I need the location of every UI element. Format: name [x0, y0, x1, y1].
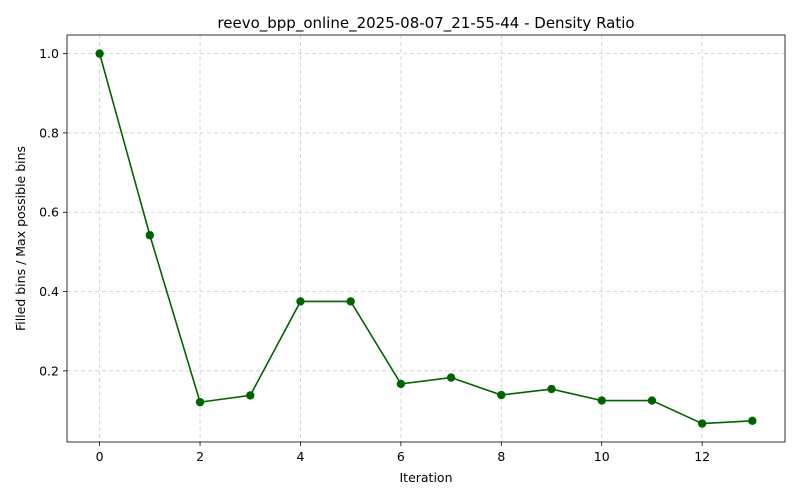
x-tick-label: 6 [397, 449, 405, 464]
data-point [396, 379, 406, 389]
x-axis: 0 2 4 6 8 10 12 [96, 442, 710, 464]
series-line [98, 53, 753, 425]
data-point [647, 396, 657, 405]
plot-frame [66, 34, 786, 443]
y-tick-label: 0.6 [39, 205, 59, 220]
data-point [547, 384, 556, 394]
y-tick-label: 0.4 [39, 284, 59, 299]
series-group [95, 49, 757, 428]
data-point [296, 297, 305, 306]
x-tick-label: 2 [196, 449, 204, 464]
y-tick-label: 0.8 [39, 125, 59, 140]
y-tick-label: 1.0 [39, 46, 59, 61]
data-point [597, 396, 606, 405]
y-axis: 0.2 0.4 0.6 0.8 1.0 [39, 46, 67, 378]
data-point [195, 397, 205, 407]
grid [67, 35, 785, 442]
data-point [697, 419, 707, 428]
x-tick-label: 8 [497, 449, 505, 464]
y-tick-label: 0.2 [39, 363, 59, 378]
chart-title: reevo_bpp_online_2025-08-07_21-55-44 - D… [217, 14, 634, 33]
data-point [497, 390, 506, 400]
y-axis-label: Filled bins / Max possible bins [13, 146, 28, 331]
x-tick-label: 4 [296, 449, 304, 464]
x-tick-label: 0 [96, 449, 104, 464]
x-tick-label: 12 [694, 449, 710, 464]
data-point [446, 373, 456, 382]
data-point [748, 416, 757, 425]
x-tick-label: 10 [594, 449, 610, 464]
data-point [95, 49, 104, 58]
x-axis-label: Iteration [399, 470, 452, 485]
data-point [145, 231, 155, 240]
data-point [246, 391, 255, 400]
data-point [346, 297, 355, 306]
